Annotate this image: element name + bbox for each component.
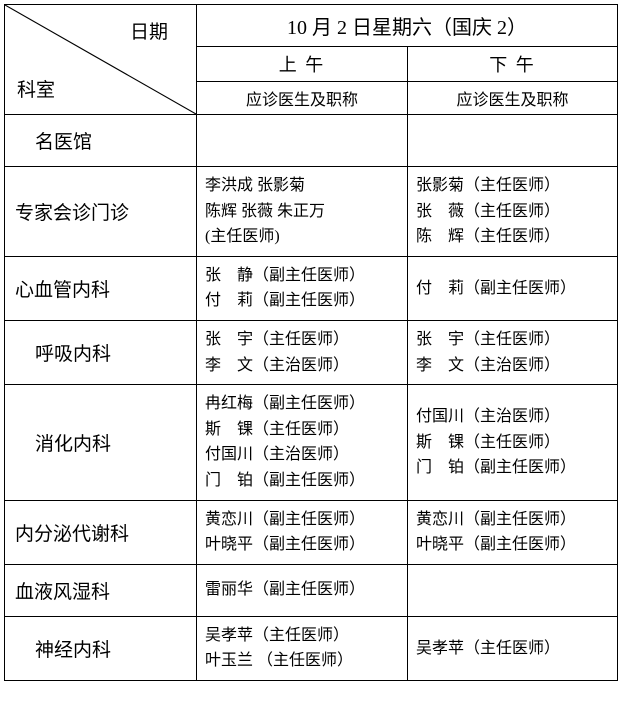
doctor-cell-morning: 黄恋川（副主任医师）叶晓平（副主任医师） xyxy=(197,500,408,564)
corner-label-dept: 科室 xyxy=(17,75,55,102)
corner-label-date: 日期 xyxy=(130,17,168,44)
dept-cell: 呼吸内科 xyxy=(5,320,197,384)
dept-cell: 血液风湿科 xyxy=(5,564,197,616)
doctor-cell-morning: 雷丽华（副主任医师） xyxy=(197,564,408,616)
subheader-morning: 应诊医生及职称 xyxy=(197,82,408,115)
doctor-cell-afternoon: 吴孝苹（主任医师） xyxy=(408,616,618,680)
table-row: 血液风湿科雷丽华（副主任医师） xyxy=(5,564,618,616)
doctor-cell-morning: 张 静（副主任医师）付 莉（副主任医师） xyxy=(197,256,408,320)
schedule-table: 日期 科室 10 月 2 日星期六（国庆 2） 上 午 下 午 应诊医生及职称 … xyxy=(4,4,618,681)
doctor-cell-afternoon: 黄恋川（副主任医师）叶晓平（副主任医师） xyxy=(408,500,618,564)
dept-cell: 专家会诊门诊 xyxy=(5,167,197,257)
doctor-cell-afternoon xyxy=(408,564,618,616)
period-morning: 上 午 xyxy=(197,47,408,82)
dept-cell: 神经内科 xyxy=(5,616,197,680)
dept-cell: 名医馆 xyxy=(5,115,197,167)
period-afternoon: 下 午 xyxy=(408,47,618,82)
doctor-cell-afternoon: 张影菊（主任医师）张 薇（主任医师）陈 辉（主任医师） xyxy=(408,167,618,257)
doctor-cell-afternoon xyxy=(408,115,618,167)
dept-cell: 心血管内科 xyxy=(5,256,197,320)
doctor-cell-morning: 冉红梅（副主任医师）斯 锞（主任医师）付国川（主治医师）门 铂（副主任医师） xyxy=(197,385,408,500)
doctor-cell-afternoon: 张 宇（主任医师）李 文（主治医师） xyxy=(408,320,618,384)
doctor-cell-morning: 吴孝苹（主任医师）叶玉兰 （主任医师） xyxy=(197,616,408,680)
dept-cell: 消化内科 xyxy=(5,385,197,500)
table-row: 呼吸内科张 宇（主任医师）李 文（主治医师）张 宇（主任医师）李 文（主治医师） xyxy=(5,320,618,384)
dept-cell: 内分泌代谢科 xyxy=(5,500,197,564)
table-row: 心血管内科张 静（副主任医师）付 莉（副主任医师）付 莉（副主任医师） xyxy=(5,256,618,320)
date-header: 10 月 2 日星期六（国庆 2） xyxy=(197,5,618,47)
subheader-afternoon: 应诊医生及职称 xyxy=(408,82,618,115)
table-row: 内分泌代谢科黄恋川（副主任医师）叶晓平（副主任医师）黄恋川（副主任医师）叶晓平（… xyxy=(5,500,618,564)
corner-header-cell: 日期 科室 xyxy=(5,5,197,115)
table-row: 神经内科吴孝苹（主任医师）叶玉兰 （主任医师）吴孝苹（主任医师） xyxy=(5,616,618,680)
doctor-cell-morning: 李洪成 张影菊陈辉 张薇 朱正万(主任医师) xyxy=(197,167,408,257)
doctor-cell-afternoon: 付国川（主治医师）斯 锞（主任医师）门 铂（副主任医师） xyxy=(408,385,618,500)
table-row: 专家会诊门诊李洪成 张影菊陈辉 张薇 朱正万(主任医师)张影菊（主任医师）张 薇… xyxy=(5,167,618,257)
doctor-cell-morning: 张 宇（主任医师）李 文（主治医师） xyxy=(197,320,408,384)
doctor-cell-morning xyxy=(197,115,408,167)
doctor-cell-afternoon: 付 莉（副主任医师） xyxy=(408,256,618,320)
table-row: 名医馆 xyxy=(5,115,618,167)
table-row: 消化内科冉红梅（副主任医师）斯 锞（主任医师）付国川（主治医师）门 铂（副主任医… xyxy=(5,385,618,500)
